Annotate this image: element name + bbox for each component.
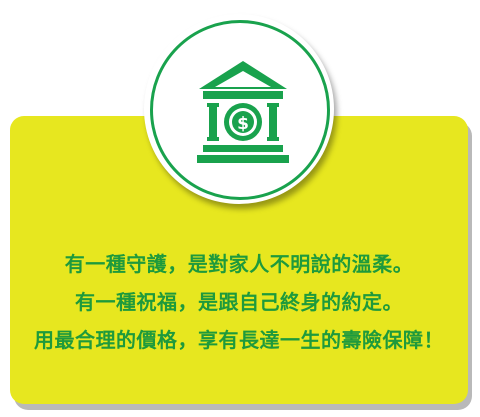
slogan-block: 有一種守護，是對家人不明說的溫柔。 有一種祝福，是跟自己終身的約定。 用最合理的… <box>10 250 468 364</box>
slogan-line-3: 用最合理的價格，享有長達一生的壽險保障！ <box>34 328 444 352</box>
bank-dollar-icon: $ <box>197 61 289 163</box>
dollar-sign: $ <box>237 114 249 134</box>
slogan-line-1: 有一種守護，是對家人不明說的溫柔。 <box>64 252 414 276</box>
badge-ring: $ <box>150 20 330 200</box>
icon-badge: $ <box>144 14 334 204</box>
slogan-line-2: 有一種祝福，是跟自己終身的約定。 <box>75 290 403 314</box>
